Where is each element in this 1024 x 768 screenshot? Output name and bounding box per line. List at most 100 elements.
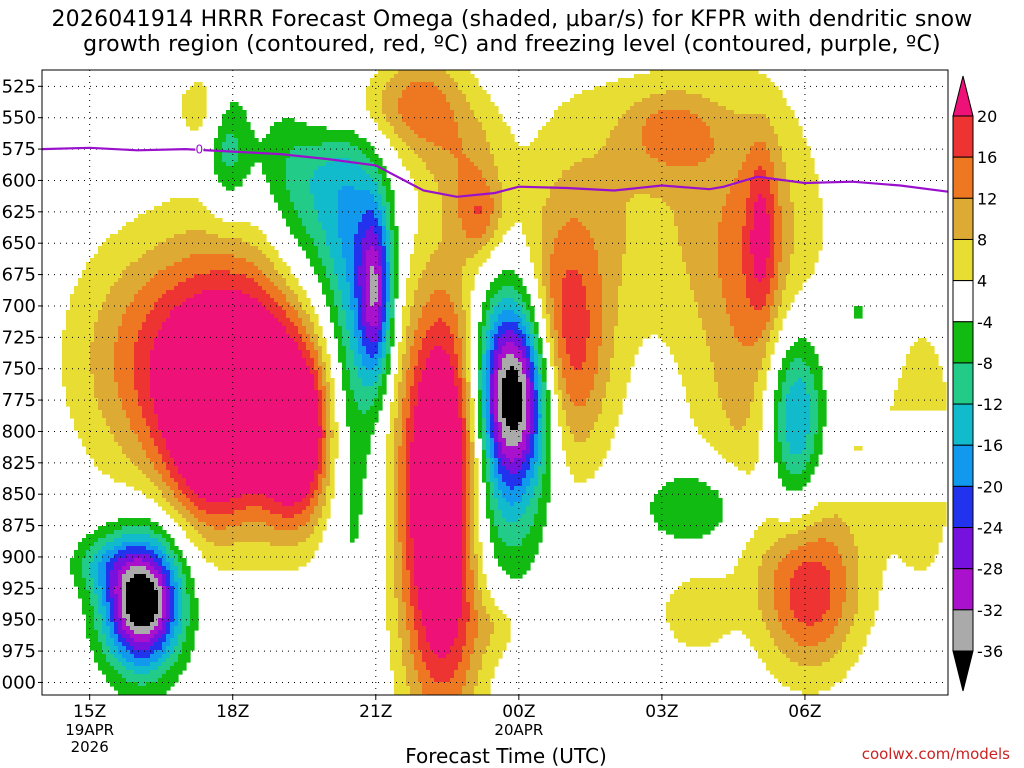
omega-cell xyxy=(122,602,127,607)
omega-cell xyxy=(130,618,155,623)
omega-cell xyxy=(470,558,479,563)
omega-cell xyxy=(782,386,791,391)
omega-cell xyxy=(142,414,159,419)
omega-cell xyxy=(694,418,731,423)
omega-cell xyxy=(142,286,175,291)
omega-cell xyxy=(358,346,367,351)
omega-cell xyxy=(502,446,527,451)
omega-cell xyxy=(186,590,195,595)
omega-cell xyxy=(538,374,543,379)
omega-cell xyxy=(402,558,407,563)
omega-cell xyxy=(130,566,147,571)
omega-cell xyxy=(126,222,251,227)
omega-cell xyxy=(86,582,95,587)
omega-cell xyxy=(66,394,95,399)
omega-cell xyxy=(398,362,403,367)
omega-cell xyxy=(654,494,719,499)
omega-cell xyxy=(478,370,483,375)
omega-cell xyxy=(494,630,511,635)
omega-cell xyxy=(406,510,411,515)
omega-cell xyxy=(490,462,495,467)
omega-cell xyxy=(410,262,427,267)
omega-cell xyxy=(390,258,395,263)
omega-cell xyxy=(906,354,939,359)
omega-cell xyxy=(94,618,103,623)
omega-cell xyxy=(470,546,475,551)
omega-cell xyxy=(314,362,319,367)
omega-cell xyxy=(466,530,471,535)
omega-cell xyxy=(526,242,543,247)
omega-cell xyxy=(358,270,367,275)
omega-cell xyxy=(786,350,815,355)
omega-cell xyxy=(610,134,643,139)
omega-cell xyxy=(362,342,379,347)
omega-cell xyxy=(82,602,91,607)
omega-cell xyxy=(334,302,343,307)
omega-cell xyxy=(562,434,575,439)
omega-cell xyxy=(342,334,351,339)
omega-cell xyxy=(402,138,427,143)
omega-cell xyxy=(170,666,187,671)
omega-cell xyxy=(174,630,183,635)
omega-cell xyxy=(718,258,743,263)
omega-cell xyxy=(410,590,419,595)
omega-cell xyxy=(102,590,107,595)
omega-cell xyxy=(530,406,535,411)
omega-cell xyxy=(386,350,391,355)
omega-cell xyxy=(186,482,311,487)
omega-cell xyxy=(778,270,791,275)
omega-cell xyxy=(590,390,607,395)
omega-cell xyxy=(418,390,459,395)
omega-cell xyxy=(458,358,463,363)
omega-cell xyxy=(494,430,499,435)
omega-cell xyxy=(122,626,131,631)
omega-cell xyxy=(118,614,123,619)
omega-cell xyxy=(782,682,835,687)
omega-cell xyxy=(526,346,531,351)
omega-cell xyxy=(490,458,495,463)
omega-cell xyxy=(462,534,467,539)
omega-cell xyxy=(514,310,523,315)
omega-cell xyxy=(526,490,535,495)
omega-cell xyxy=(490,498,499,503)
omega-cell xyxy=(490,218,499,223)
omega-cell xyxy=(722,278,747,283)
omega-cell xyxy=(122,610,127,615)
omega-cell xyxy=(74,550,87,555)
omega-cell xyxy=(98,582,107,587)
omega-cell xyxy=(482,358,487,363)
omega-cell xyxy=(386,494,395,499)
omega-cell xyxy=(486,298,491,303)
omega-cell xyxy=(546,406,551,411)
omega-cell xyxy=(394,690,411,695)
omega-cell xyxy=(346,358,355,363)
omega-cell xyxy=(462,398,467,403)
omega-cell xyxy=(418,598,463,603)
omega-cell xyxy=(346,390,355,395)
omega-cell xyxy=(522,226,543,231)
omega-cell xyxy=(478,634,491,639)
omega-cell xyxy=(190,510,207,515)
omega-cell xyxy=(726,574,759,579)
omega-cell xyxy=(350,486,363,491)
omega-cell xyxy=(302,510,315,515)
colorbar-bin xyxy=(952,280,974,323)
omega-cell xyxy=(742,230,751,235)
omega-cell xyxy=(486,382,491,387)
omega-cell xyxy=(294,234,311,239)
omega-cell xyxy=(406,462,411,467)
omega-cell xyxy=(530,418,535,423)
omega-cell xyxy=(386,550,395,555)
omega-cell xyxy=(554,374,559,379)
omega-cell xyxy=(162,622,167,627)
omega-cell xyxy=(462,458,467,463)
omega-cell xyxy=(462,494,467,499)
omega-cell xyxy=(214,158,223,163)
omega-cell xyxy=(782,298,795,303)
omega-cell xyxy=(214,146,223,151)
omega-cell xyxy=(566,410,603,415)
omega-cell xyxy=(426,626,459,631)
omega-cell xyxy=(314,506,323,511)
omega-cell xyxy=(378,390,387,395)
omega-cell xyxy=(318,278,331,283)
